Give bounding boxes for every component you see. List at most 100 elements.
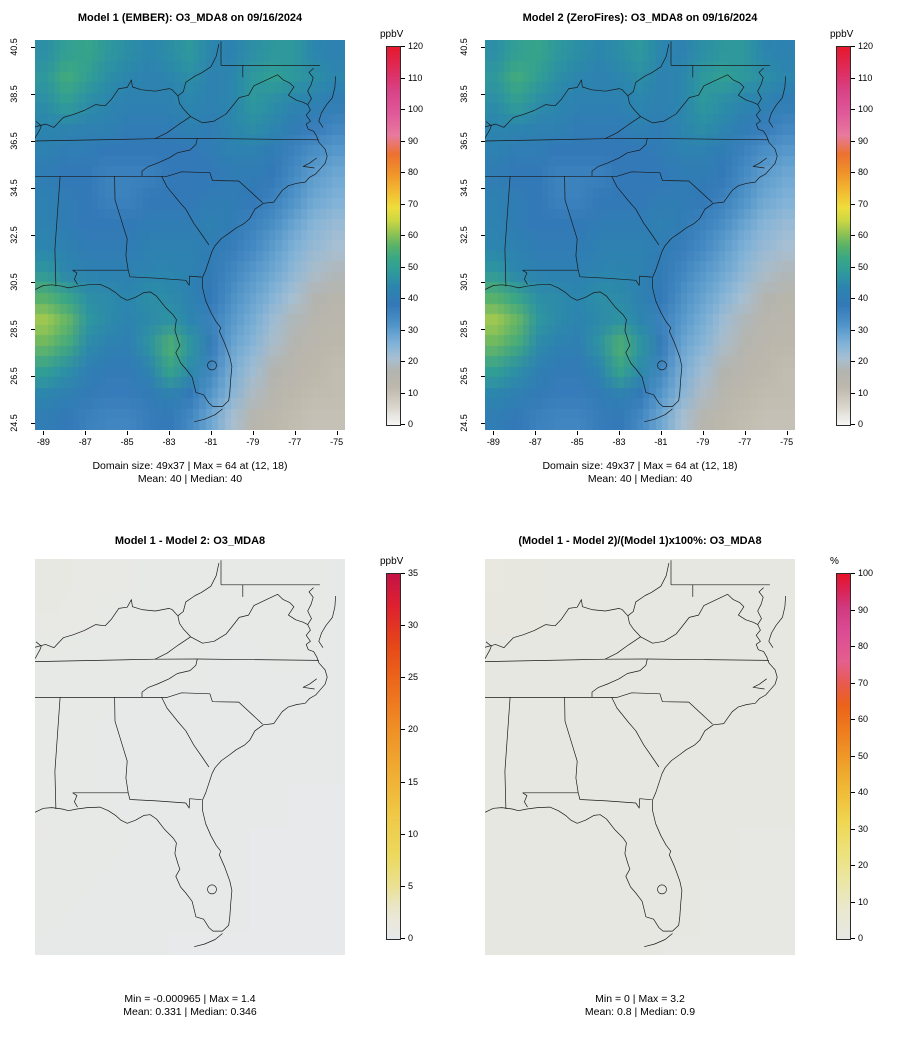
colorbar-tick-mark xyxy=(401,109,405,110)
y-tick-label: 36.5 xyxy=(9,132,19,150)
stats-line-2: Mean: 40 | Median: 40 xyxy=(587,473,693,486)
y-tick-mark xyxy=(481,328,485,330)
colorbar-tick-mark xyxy=(851,298,855,299)
x-tick-mark xyxy=(660,431,662,435)
panel-percent-difference: (Model 1 - Model 2)/(Model 1)x100%: O3_M… xyxy=(450,523,900,1045)
panel-difference: Model 1 - Model 2: O3_MDA8 ppbV 0 5 10 15 20… xyxy=(0,523,450,1045)
colorbar-tick-label: 10 xyxy=(858,387,869,398)
colorbar-tick-mark xyxy=(851,46,855,47)
state-boundaries-overlay xyxy=(35,41,336,423)
colorbar-tick-mark xyxy=(851,203,855,205)
colorbar-tick-mark xyxy=(851,140,855,142)
y-tick-label: 38.5 xyxy=(9,85,19,103)
colorbar-tick-label: 25 xyxy=(408,672,419,683)
x-tick-label: -75 xyxy=(780,437,794,447)
colorbar-tick-mark xyxy=(851,682,855,684)
x-tick-mark xyxy=(85,431,87,435)
colorbar-tick-label: 110 xyxy=(408,72,423,83)
y-tick-mark xyxy=(31,188,35,189)
colorbar-tick-mark xyxy=(851,719,855,720)
y-tick-mark xyxy=(31,47,35,49)
y-tick-mark xyxy=(31,141,35,143)
colorbar-tick-mark xyxy=(401,203,405,205)
panel-model2: Model 2 (ZeroFires): O3_MDA8 on 09/16/20… xyxy=(450,0,900,522)
heatmap-raster xyxy=(485,559,795,955)
colorbar-tick-label: 100 xyxy=(408,104,424,114)
x-tick-label: -85 xyxy=(570,437,584,447)
y-tick-label: 26.5 xyxy=(459,367,469,385)
colorbar-tick-label: 40 xyxy=(858,293,869,303)
panel-stats: Domain size: 49x37 | Max = 64 at (12, 18… xyxy=(450,460,830,486)
colorbar-tick-label: 10 xyxy=(408,387,419,398)
y-tick-mark xyxy=(481,47,485,49)
colorbar-ticks: 0 10 20 30 40 50 60 70 80 90 100 110 120 xyxy=(401,41,439,429)
colorbar-tick-mark xyxy=(851,755,855,757)
colorbar-tick-mark xyxy=(401,361,405,362)
colorbar xyxy=(386,46,401,426)
colorbar-tick-mark xyxy=(851,792,855,793)
colorbar-tick-label: 20 xyxy=(408,724,419,735)
stats-line-2: Mean: 40 | Median: 40 xyxy=(137,473,243,486)
colorbar-tick-label: 100 xyxy=(858,104,874,114)
stats-line-2: Mean: 0.8 | Median: 0.9 xyxy=(584,1006,696,1019)
x-tick-mark xyxy=(252,431,254,435)
colorbar-tick-label: 50 xyxy=(408,261,419,272)
x-axis-ticks: -89 -87 -85 -83 -81 -79 -77 -75 xyxy=(485,431,795,449)
x-tick-mark xyxy=(577,431,579,435)
colorbar-tick-mark xyxy=(851,77,855,79)
colorbar-tick-mark xyxy=(401,833,405,835)
x-tick-mark xyxy=(127,431,129,435)
colorbar-tick-label: 60 xyxy=(408,230,419,240)
stats-line-1: Min = 0 | Max = 3.2 xyxy=(595,993,685,1005)
colorbar-tick-mark xyxy=(401,392,405,394)
colorbar-tick-label: 15 xyxy=(408,776,419,787)
colorbar-tick-label: 30 xyxy=(408,620,419,631)
panel-title: Model 1 (EMBER): O3_MDA8 on 09/16/2024 xyxy=(77,12,303,24)
colorbar-tick-mark xyxy=(851,109,855,110)
y-tick-label: 38.5 xyxy=(459,85,469,103)
state-boundaries-overlay xyxy=(485,41,786,423)
colorbar-tick-label: 10 xyxy=(408,828,419,839)
y-tick-label: 34.5 xyxy=(9,179,19,197)
panel-stats: Min = -0.000965 | Max = 1.4 Mean: 0.331 … xyxy=(0,993,380,1019)
colorbar-tick-label: 35 xyxy=(408,568,419,578)
map-plot xyxy=(35,559,345,955)
colorbar-tick-mark xyxy=(401,329,405,331)
colorbar-tick-label: 90 xyxy=(858,604,869,615)
colorbar-tick-mark xyxy=(401,885,405,887)
colorbar-tick-label: 120 xyxy=(858,41,874,51)
y-tick-mark xyxy=(481,94,485,96)
colorbar-tick-label: 20 xyxy=(858,860,869,870)
x-tick-mark xyxy=(619,431,621,435)
colorbar-tick-label: 30 xyxy=(408,324,419,335)
colorbar-tick-mark xyxy=(851,424,855,425)
x-tick-label: -85 xyxy=(120,437,134,447)
y-tick-label: 40.5 xyxy=(459,38,469,56)
colorbar-tick-label: 110 xyxy=(858,72,873,83)
x-tick-mark xyxy=(43,431,45,435)
x-tick-mark xyxy=(493,431,495,435)
colorbar-tick-mark xyxy=(401,424,405,425)
y-tick-label: 28.5 xyxy=(9,320,19,338)
colorbar-tick-label: 90 xyxy=(408,135,419,146)
colorbar-tick-label: 60 xyxy=(858,230,869,240)
y-tick-mark xyxy=(31,94,35,96)
map-plot xyxy=(485,559,795,955)
panel-title: Model 2 (ZeroFires): O3_MDA8 on 09/16/20… xyxy=(522,12,758,24)
colorbar-tick-mark xyxy=(851,235,855,236)
colorbar-tick-mark xyxy=(851,646,855,647)
colorbar-tick-label: 0 xyxy=(408,419,414,429)
x-tick-label: -81 xyxy=(654,437,668,447)
y-tick-label: 24.5 xyxy=(9,414,19,432)
x-tick-label: -87 xyxy=(78,437,92,447)
colorbar-tick-label: 60 xyxy=(858,714,869,724)
y-tick-mark xyxy=(481,375,485,377)
stats-line-2: Mean: 0.331 | Median: 0.346 xyxy=(123,1006,257,1019)
colorbar-tick-mark xyxy=(851,361,855,362)
y-tick-label: 26.5 xyxy=(9,367,19,385)
x-tick-label: -77 xyxy=(288,437,302,447)
colorbar xyxy=(836,573,851,940)
state-boundaries-overlay xyxy=(485,560,786,948)
colorbar-tick-mark xyxy=(851,609,855,611)
colorbar-tick-label: 40 xyxy=(408,293,419,303)
